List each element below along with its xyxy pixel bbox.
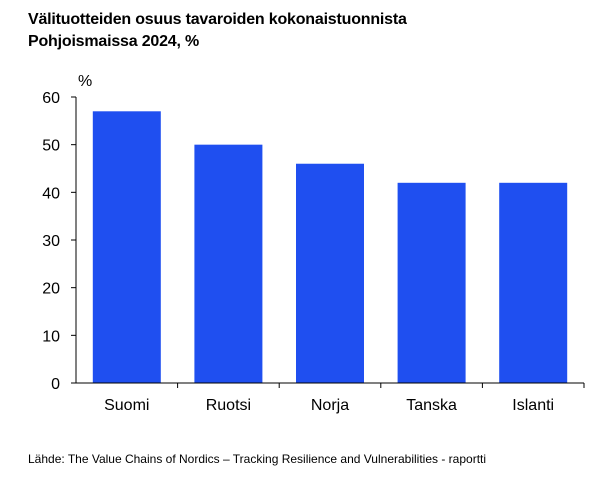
x-tick-label-norja: Norja bbox=[311, 397, 349, 414]
bar-ruotsi bbox=[194, 144, 263, 383]
bar-tanska bbox=[397, 182, 466, 383]
x-tick-label-tanska: Tanska bbox=[406, 397, 457, 414]
y-tick-label: 20 bbox=[42, 281, 60, 298]
chart-title-line-1: Välituotteiden osuus tavaroiden kokonais… bbox=[28, 11, 407, 28]
y-axis: 0 10 20 30 40 50 60 bbox=[42, 90, 76, 393]
bar-suomi bbox=[92, 111, 161, 384]
x-tick-label-ruotsi: Ruotsi bbox=[206, 397, 251, 414]
y-tick-label: 50 bbox=[42, 138, 60, 155]
x-tick-label-islanti: Islanti bbox=[512, 397, 554, 414]
bar-norja bbox=[296, 163, 364, 383]
y-tick-label: 40 bbox=[42, 185, 60, 202]
chart-title-line-2: Pohjoismaissa 2024, % bbox=[28, 33, 200, 50]
source-note: Lähde: The Value Chains of Nordics – Tra… bbox=[28, 452, 487, 466]
y-tick-label: 0 bbox=[51, 376, 60, 393]
y-tick-label: 30 bbox=[42, 233, 60, 250]
x-axis: Suomi Ruotsi Norja Tanska Islanti bbox=[104, 383, 585, 414]
bar-islanti bbox=[499, 182, 568, 383]
y-tick-label: 10 bbox=[42, 328, 60, 345]
y-axis-unit-label: % bbox=[78, 73, 92, 90]
bars bbox=[92, 111, 568, 384]
y-tick-label: 60 bbox=[42, 90, 60, 107]
x-tick-label-suomi: Suomi bbox=[104, 397, 149, 414]
chart-title: Välituotteiden osuus tavaroiden kokonais… bbox=[28, 9, 588, 53]
